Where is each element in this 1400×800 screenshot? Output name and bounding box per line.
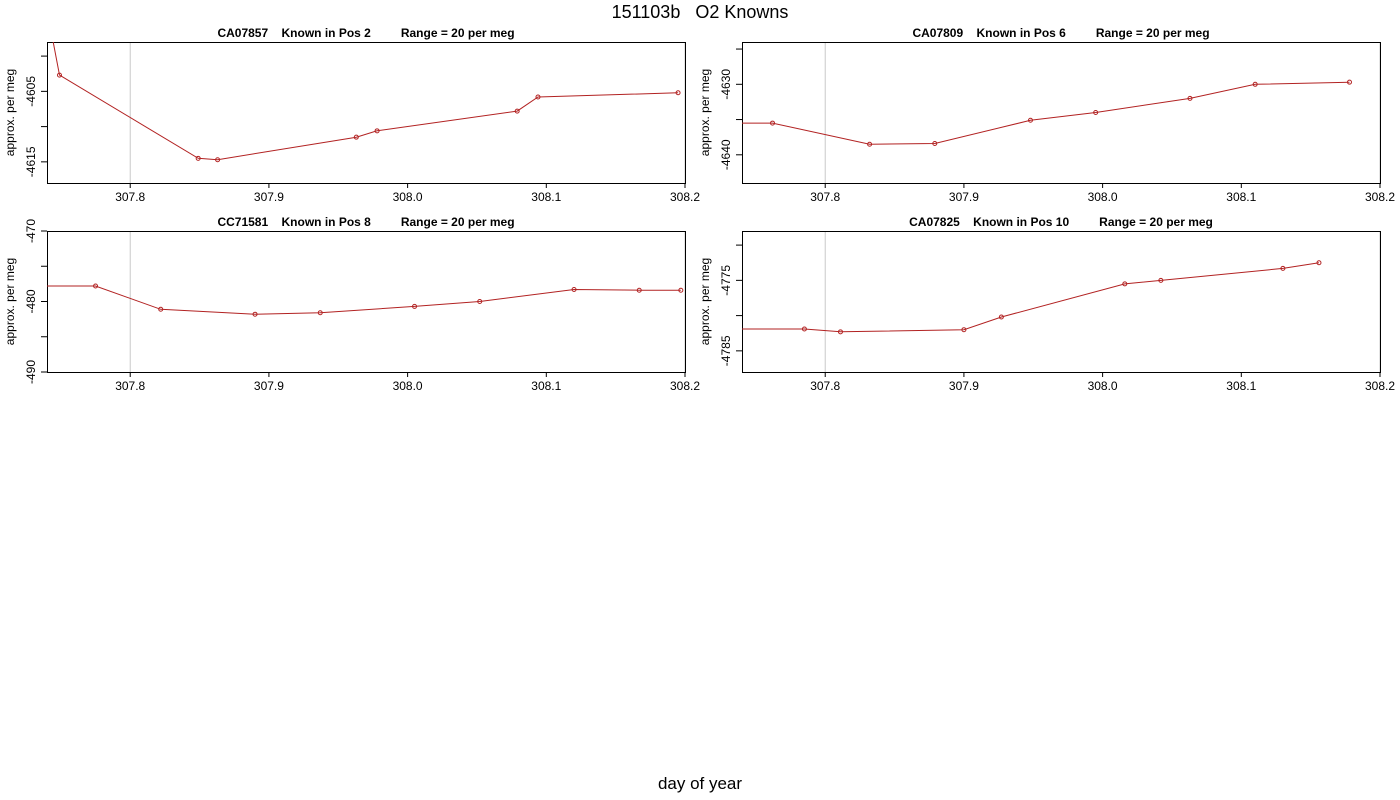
y-tick-label: -4630	[719, 69, 733, 100]
data-point	[1252, 81, 1258, 87]
panel-title: CA07857 Known in Pos 2 Range = 20 per me…	[217, 26, 514, 40]
data-point	[195, 155, 201, 161]
plot-frame	[47, 231, 686, 373]
data-point	[1346, 79, 1352, 85]
data-point	[374, 128, 380, 134]
y-tick-label: -4640	[719, 139, 733, 170]
y-tick-label: -4615	[24, 146, 38, 177]
data-point	[961, 327, 967, 333]
y-axis-label: approx. per meg	[3, 258, 17, 345]
y-tick-label: -4775	[719, 265, 733, 296]
x-tick-label: 308.1	[1226, 379, 1256, 393]
data-point	[932, 141, 938, 147]
x-tick-label: 308.2	[670, 190, 700, 204]
data-point	[215, 157, 221, 163]
y-axis-label: approx. per meg	[698, 258, 712, 345]
data-point	[535, 94, 541, 100]
data-point	[770, 120, 776, 126]
data-point	[571, 287, 577, 293]
series-line	[47, 285, 681, 315]
figure-title: 151103b O2 Knowns	[611, 2, 789, 22]
x-tick-label: 308.1	[531, 379, 561, 393]
x-tick-label: 308.1	[1226, 190, 1256, 204]
data-point	[1027, 117, 1033, 123]
y-tick-label: -4785	[719, 335, 733, 366]
data-point	[678, 287, 684, 293]
data-point	[867, 141, 873, 147]
x-tick-label: 307.9	[949, 190, 979, 204]
panel-2: CA07809 Known in Pos 6 Range = 20 per me…	[698, 26, 1395, 204]
data-point	[1187, 95, 1193, 101]
panel-1: CA07857 Known in Pos 2 Range = 20 per me…	[3, 26, 700, 204]
x-tick-label: 308.0	[393, 190, 423, 204]
panel-title: CA07825 Known in Pos 10 Range = 20 per m…	[909, 215, 1213, 229]
data-point	[1158, 277, 1164, 283]
data-point	[514, 108, 520, 114]
panel-title: CA07809 Known in Pos 6 Range = 20 per me…	[912, 26, 1209, 40]
y-tick-label: -4605	[24, 76, 38, 107]
data-point	[56, 72, 62, 78]
y-tick-label: -480	[24, 289, 38, 313]
data-point	[477, 299, 483, 304]
x-tick-label: 308.2	[1365, 379, 1395, 393]
series-line	[52, 42, 679, 161]
x-tick-label: 307.8	[115, 379, 145, 393]
x-tick-label: 308.0	[1088, 190, 1118, 204]
plot-frame	[742, 42, 1381, 184]
x-tick-label: 308.0	[393, 379, 423, 393]
x-tick-label: 308.2	[1365, 190, 1395, 204]
x-tick-label: 308.0	[1088, 379, 1118, 393]
x-axis-label: day of year	[657, 774, 743, 793]
series-line	[742, 262, 1320, 333]
panel-3: CC71581 Known in Pos 8 Range = 20 per me…	[3, 215, 700, 393]
x-tick-label: 307.8	[810, 379, 840, 393]
data-point	[93, 283, 99, 289]
x-tick-label: 307.9	[254, 190, 284, 204]
x-tick-label: 307.9	[254, 379, 284, 393]
y-axis-label: approx. per meg	[3, 69, 17, 156]
panel-4: CA07825 Known in Pos 10 Range = 20 per m…	[698, 215, 1395, 393]
data-point	[1122, 281, 1128, 287]
x-tick-label: 308.2	[670, 379, 700, 393]
panel-title: CC71581 Known in Pos 8 Range = 20 per me…	[217, 215, 514, 229]
data-point	[353, 134, 359, 140]
data-point	[998, 314, 1004, 320]
data-point	[801, 326, 807, 332]
data-point	[1316, 260, 1322, 266]
data-point	[158, 306, 164, 312]
data-point	[412, 303, 418, 309]
data-point	[636, 287, 642, 293]
x-tick-label: 308.1	[531, 190, 561, 204]
x-tick-label: 307.8	[115, 190, 145, 204]
series-line	[742, 81, 1350, 145]
y-tick-label: -490	[24, 360, 38, 384]
y-axis-label: approx. per meg	[698, 69, 712, 156]
data-point	[317, 310, 323, 316]
data-point	[1280, 265, 1286, 271]
data-point	[675, 90, 681, 96]
data-point	[1093, 110, 1099, 115]
data-point	[252, 311, 258, 317]
plot-frame	[742, 231, 1381, 373]
y-tick-label: -470	[24, 219, 38, 243]
plot-frame	[47, 42, 686, 184]
x-tick-label: 307.9	[949, 379, 979, 393]
x-tick-label: 307.8	[810, 190, 840, 204]
data-point	[837, 329, 843, 335]
